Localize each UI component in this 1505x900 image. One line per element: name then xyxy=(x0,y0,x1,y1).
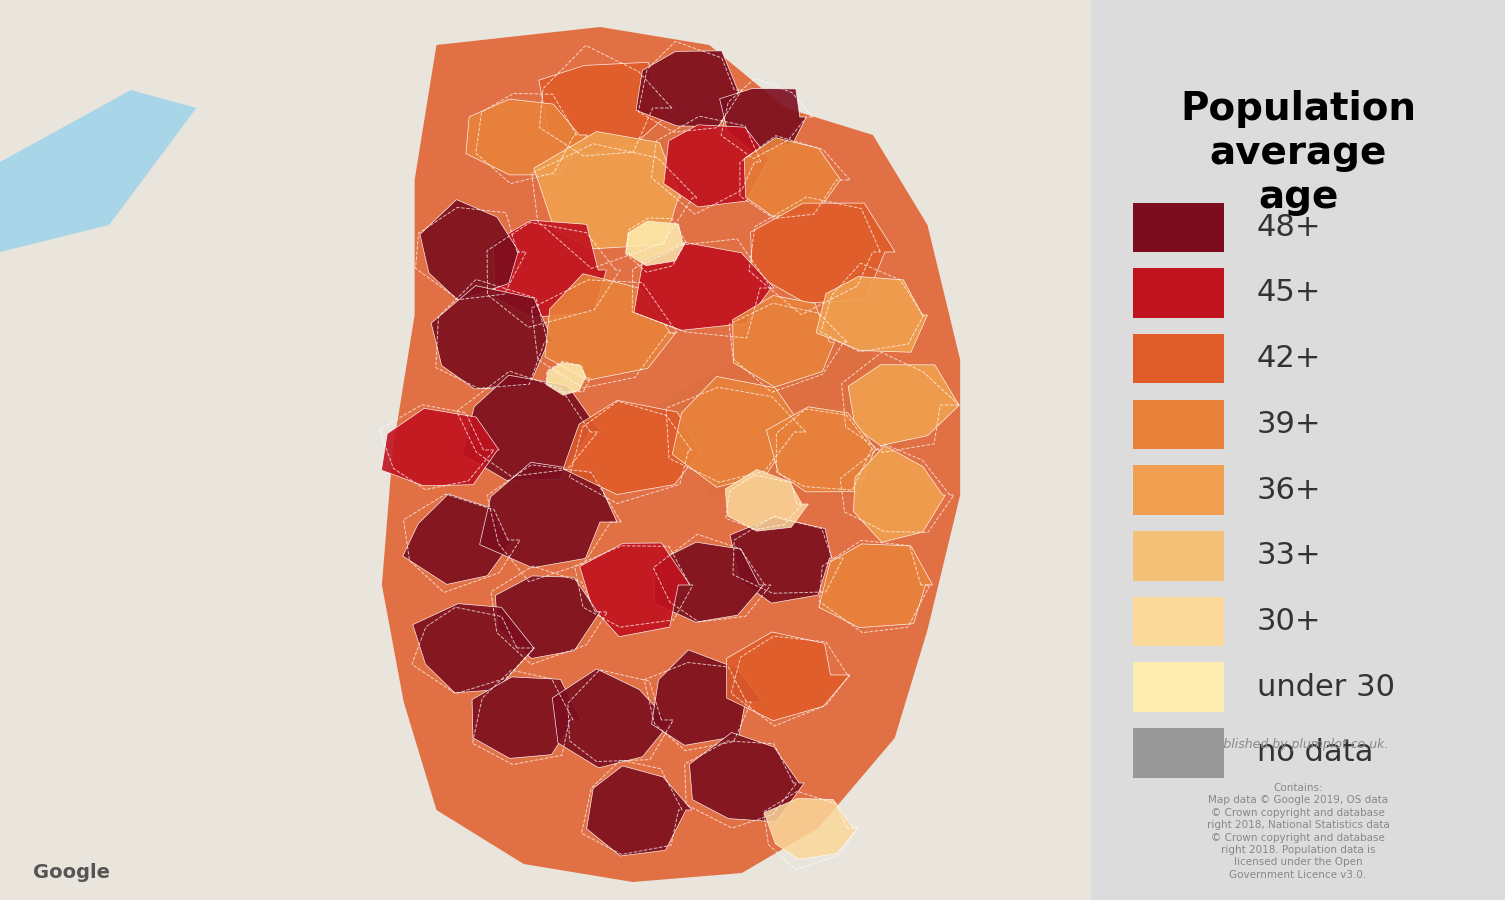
Polygon shape xyxy=(420,200,519,301)
FancyBboxPatch shape xyxy=(1133,400,1224,449)
Polygon shape xyxy=(719,88,807,155)
Polygon shape xyxy=(664,125,772,207)
Text: no data: no data xyxy=(1257,738,1373,768)
Text: Published by plumplot.co.uk.: Published by plumplot.co.uk. xyxy=(1209,738,1388,751)
Text: Population
average
age: Population average age xyxy=(1180,90,1416,216)
Text: Contains:
Map data © Google 2019, OS data
© Crown copyright and database
right 2: Contains: Map data © Google 2019, OS dat… xyxy=(1207,783,1389,880)
Text: 45+: 45+ xyxy=(1257,278,1321,308)
Polygon shape xyxy=(546,363,587,395)
Text: 42+: 42+ xyxy=(1257,344,1321,374)
Polygon shape xyxy=(579,543,689,636)
Polygon shape xyxy=(600,90,763,198)
Polygon shape xyxy=(495,576,600,659)
Text: 39+: 39+ xyxy=(1257,410,1321,439)
Polygon shape xyxy=(539,62,676,155)
Polygon shape xyxy=(587,766,692,856)
FancyBboxPatch shape xyxy=(1133,662,1224,712)
Polygon shape xyxy=(430,285,552,389)
Polygon shape xyxy=(480,463,617,568)
FancyBboxPatch shape xyxy=(1133,334,1224,383)
Polygon shape xyxy=(634,242,774,330)
Polygon shape xyxy=(382,27,960,882)
Polygon shape xyxy=(673,376,805,487)
FancyBboxPatch shape xyxy=(1133,728,1224,778)
Polygon shape xyxy=(655,315,927,495)
Polygon shape xyxy=(626,221,685,266)
Polygon shape xyxy=(730,518,831,603)
Polygon shape xyxy=(494,220,607,318)
Polygon shape xyxy=(534,131,680,249)
Polygon shape xyxy=(725,470,808,531)
Polygon shape xyxy=(381,409,500,486)
Text: 33+: 33+ xyxy=(1257,541,1321,571)
Polygon shape xyxy=(727,632,850,721)
Polygon shape xyxy=(765,798,858,859)
Polygon shape xyxy=(412,604,534,693)
Text: 48+: 48+ xyxy=(1257,212,1321,242)
FancyBboxPatch shape xyxy=(1133,202,1224,252)
Polygon shape xyxy=(655,542,763,622)
Polygon shape xyxy=(0,90,196,252)
Polygon shape xyxy=(816,276,927,352)
Polygon shape xyxy=(743,138,841,216)
Text: 30+: 30+ xyxy=(1257,607,1321,636)
Polygon shape xyxy=(473,677,581,759)
Polygon shape xyxy=(552,669,673,768)
Polygon shape xyxy=(403,494,513,584)
Polygon shape xyxy=(751,203,895,303)
Polygon shape xyxy=(637,50,739,127)
Text: Google: Google xyxy=(33,863,110,882)
Polygon shape xyxy=(819,544,933,627)
FancyBboxPatch shape xyxy=(1133,268,1224,318)
Polygon shape xyxy=(853,446,945,543)
Text: 36+: 36+ xyxy=(1257,475,1321,505)
Polygon shape xyxy=(545,274,676,380)
FancyBboxPatch shape xyxy=(1133,531,1224,580)
FancyBboxPatch shape xyxy=(1133,465,1224,515)
Polygon shape xyxy=(467,99,587,175)
FancyBboxPatch shape xyxy=(1133,597,1224,646)
Polygon shape xyxy=(849,364,960,446)
Polygon shape xyxy=(689,733,804,822)
Polygon shape xyxy=(766,407,876,492)
Polygon shape xyxy=(652,650,763,745)
Polygon shape xyxy=(733,295,834,387)
Polygon shape xyxy=(563,400,701,495)
Text: under 30: under 30 xyxy=(1257,672,1395,702)
Polygon shape xyxy=(462,375,600,481)
